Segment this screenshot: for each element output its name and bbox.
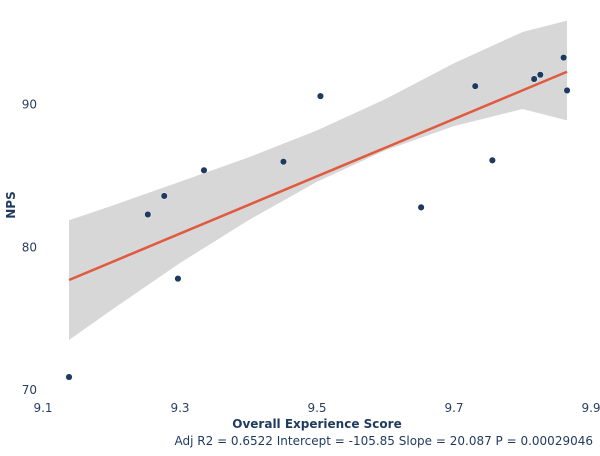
x-tick-label: 9.7 <box>444 401 463 415</box>
data-point-3[interactable] <box>160 192 168 200</box>
data-point-4[interactable] <box>174 275 182 283</box>
data-point-7[interactable] <box>316 92 324 100</box>
data-point-1[interactable] <box>65 373 73 381</box>
x-axis-title: Overall Experience Score <box>232 417 401 431</box>
data-point-2[interactable] <box>144 210 152 219</box>
data-point-8[interactable] <box>417 203 425 211</box>
data-points-layer <box>65 54 571 381</box>
y-tick-label: 80 <box>22 240 37 254</box>
data-point-5[interactable] <box>200 166 208 174</box>
regression-line <box>68 70 568 282</box>
regression-stats-label: Adj R2 = 0.6522 Intercept = -105.85 Slop… <box>175 434 593 448</box>
data-point-6[interactable] <box>279 158 287 166</box>
data-point-14[interactable] <box>563 86 571 94</box>
x-tick-label: 9.5 <box>307 401 326 415</box>
regression-line-layer <box>68 70 568 282</box>
confidence-band <box>69 20 567 340</box>
x-tick-label: 9.3 <box>170 401 189 415</box>
confidence-band-layer <box>69 20 567 340</box>
data-point-10[interactable] <box>488 156 496 164</box>
x-tick-label: 9.9 <box>581 401 600 415</box>
data-point-13[interactable] <box>560 54 568 62</box>
y-axis-ticks: 70 80 90 <box>22 98 37 397</box>
y-tick-label: 70 <box>22 383 37 397</box>
y-axis-title: NPS <box>4 191 18 218</box>
data-point-11[interactable] <box>530 75 538 83</box>
y-tick-label: 90 <box>22 98 37 112</box>
data-point-12[interactable] <box>536 71 544 79</box>
x-tick-label: 9.1 <box>33 401 52 415</box>
x-axis-ticks: 9.1 9.3 9.5 9.7 9.9 <box>33 401 600 415</box>
data-point-9[interactable] <box>471 82 479 90</box>
